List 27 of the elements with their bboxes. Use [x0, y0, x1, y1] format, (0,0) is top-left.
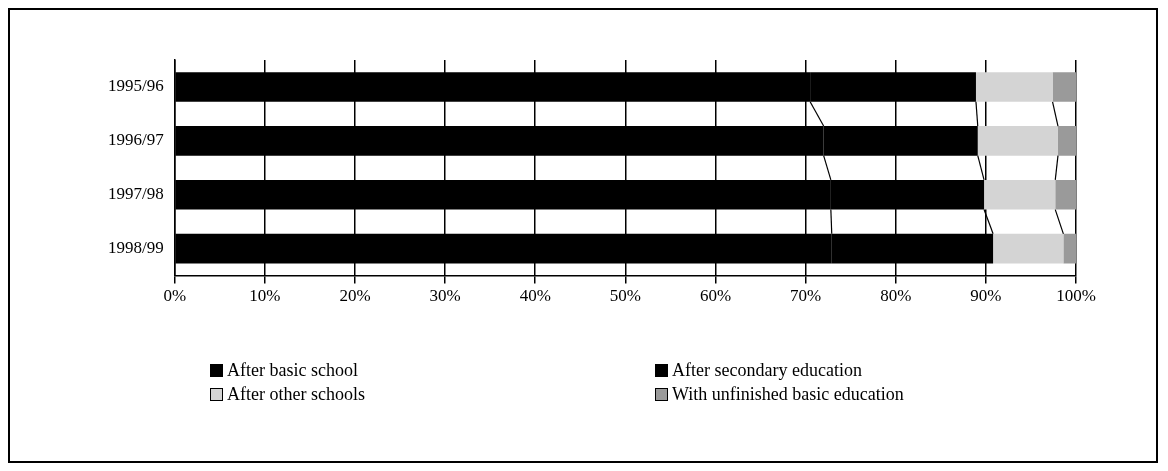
- bar: [977, 126, 1058, 156]
- legend-label: After secondary education: [672, 360, 862, 381]
- bar: [993, 233, 1064, 264]
- bar: [1055, 179, 1076, 210]
- x-tick-label: 60%: [699, 286, 732, 306]
- x-tick-label: 90%: [970, 286, 1002, 306]
- bar: [1052, 72, 1076, 102]
- bar: [1063, 233, 1076, 264]
- x-tick-label: 80%: [880, 286, 912, 306]
- bar: [1057, 126, 1076, 156]
- y-tick-label: 1996/97: [107, 130, 165, 150]
- x-tick-label: 50%: [609, 286, 641, 306]
- x-tick-label: 40%: [519, 286, 551, 306]
- legend-label: After basic school: [227, 360, 358, 381]
- bar: [975, 72, 1053, 102]
- y-tick-label: 1995/96: [107, 76, 164, 96]
- x-tick-label: 70%: [790, 286, 822, 306]
- x-tick-label: 0%: [163, 286, 187, 306]
- bar: [984, 179, 1056, 210]
- x-tick-label: 10%: [249, 286, 281, 306]
- x-tick-label: 20%: [339, 286, 371, 306]
- x-tick-label: 100%: [1056, 286, 1096, 306]
- y-tick-label: 1998/99: [107, 238, 164, 258]
- legend-label: With unfinished basic education: [672, 384, 904, 405]
- y-tick-label: 1997/98: [107, 184, 164, 204]
- x-tick-label: 30%: [429, 286, 461, 306]
- legend-label: After other schools: [227, 384, 365, 405]
